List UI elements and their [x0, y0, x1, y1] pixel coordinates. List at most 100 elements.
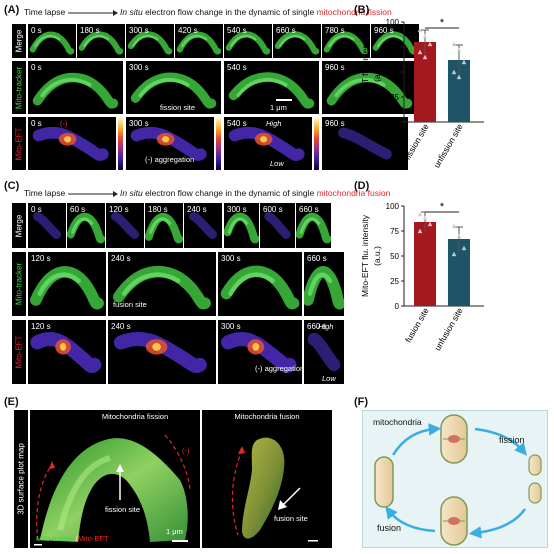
- minus-label-a: (-): [60, 119, 68, 128]
- time-label: 540 s: [227, 119, 247, 128]
- title-text: electron flow change in the dynamic of s…: [142, 7, 317, 17]
- y-axis-unit: (a.u.): [372, 62, 382, 82]
- time-label: 120 s: [31, 322, 51, 331]
- title-red: mitochondria fission: [316, 7, 392, 17]
- merge-tile: 540 s: [224, 24, 272, 58]
- x-tick-label: unfission site: [432, 122, 465, 170]
- data-point: [451, 41, 457, 47]
- merge-side-label: Merge: [12, 24, 26, 58]
- tracker-tile: 540 s: [224, 61, 319, 114]
- data-point: [456, 74, 462, 80]
- panel-c-title: Time lapse In situ electron flow change …: [24, 188, 390, 199]
- low-label-c: Low: [322, 374, 336, 383]
- time-label: 300 s: [221, 254, 241, 263]
- significance-star: *: [440, 17, 445, 29]
- time-label: 0 s: [31, 119, 42, 128]
- merge-tile: 600 s: [260, 203, 295, 248]
- bar: [414, 42, 436, 122]
- data-point: [427, 221, 433, 227]
- data-point: [422, 215, 428, 221]
- merge-tile: 420 s: [175, 24, 223, 58]
- time-label: 240 s: [111, 254, 131, 263]
- data-point: [461, 59, 467, 65]
- merge-tile: 120 s: [106, 203, 144, 248]
- aggregation-label-c: (-) aggregation: [255, 364, 305, 373]
- panel-letter-d: (D): [354, 180, 370, 192]
- time-label: 660 s: [307, 254, 327, 263]
- fusion-site-label-e: fusion site: [274, 514, 308, 523]
- y-axis-unit: (a.u.): [372, 246, 382, 266]
- y-tick-label: 0: [395, 118, 400, 127]
- merge-tile: 960 s: [371, 24, 419, 58]
- low-label-a: Low: [270, 159, 284, 168]
- data-point: [427, 41, 433, 47]
- fission-label-f: fission: [499, 435, 525, 445]
- time-label: 240 s: [111, 322, 131, 331]
- panel-letter-f: (F): [354, 396, 369, 408]
- title-text-c: electron flow change in the dynamic of s…: [142, 188, 317, 198]
- y-axis-label: Mito-EFT flu. intensity: [360, 30, 370, 113]
- panel-letter-b: (B): [354, 4, 370, 16]
- surface-side-label: 3D surface plot map: [14, 410, 28, 548]
- legend-e: Mito-tracker/Mito-EFT: [36, 534, 109, 543]
- fission-header: Mitochondria fission: [101, 412, 169, 421]
- time-label: 540 s: [227, 26, 247, 35]
- time-lapse-label-c: Time lapse: [24, 188, 66, 198]
- high-label-a: High: [266, 119, 282, 128]
- scale-label-a: 1 μm: [270, 103, 287, 112]
- scale-label-e: 1 μm: [166, 527, 183, 536]
- aggregation-label-a: (-) aggregation: [145, 155, 195, 164]
- surface-fission-image: Mitochondria fission (-) fission site Mi…: [30, 410, 200, 548]
- panel-a-title: Time lapse In situ electron flow change …: [24, 7, 392, 18]
- merge-tile: 780 s: [322, 24, 370, 58]
- time-label: 300 s: [129, 119, 149, 128]
- time-label: 120 s: [109, 205, 129, 214]
- minus-label-e: (-): [182, 446, 190, 455]
- data-point: [417, 49, 423, 55]
- time-label: 300 s: [227, 205, 247, 214]
- tracker-tile: 240 s: [108, 252, 216, 316]
- time-label: 660 s: [299, 205, 319, 214]
- data-point: [422, 54, 428, 60]
- eft-tile: 240 s: [108, 320, 216, 384]
- data-point: [451, 69, 457, 75]
- time-label: 120 s: [31, 254, 51, 263]
- bar: [448, 60, 470, 122]
- eft-side-label-c: Mito-EFT: [12, 320, 26, 384]
- time-label: 960 s: [325, 63, 345, 72]
- eft-tile: 660 s: [304, 320, 344, 384]
- tracker-tile: 0 s: [28, 61, 123, 114]
- eft-side-label: Mito-EFT: [12, 117, 26, 170]
- eft-tile: 300 s: [126, 117, 214, 170]
- time-label: 300 s: [129, 63, 149, 72]
- time-label: 960 s: [374, 26, 394, 35]
- time-label: 540 s: [227, 63, 247, 72]
- time-label: 60 s: [70, 205, 86, 214]
- time-arrow-icon: [67, 8, 118, 18]
- data-point: [456, 233, 462, 239]
- data-point: [461, 245, 467, 251]
- tracker-tile: 300 s: [126, 61, 221, 114]
- eft-tile: 0 s: [28, 117, 116, 170]
- fission-site-label: fission site: [160, 103, 196, 112]
- fusion-header: Mitochondria fusion: [234, 412, 300, 421]
- fission-site-label-e: fission site: [105, 505, 141, 514]
- time-label: 0 s: [31, 63, 42, 72]
- merge-tile: 180 s: [77, 24, 125, 58]
- title-red-c: mitochondria fusion: [316, 188, 391, 198]
- data-point: [451, 251, 457, 257]
- scale-bar-e: [172, 540, 188, 542]
- merge-tile: 660 s: [273, 24, 321, 58]
- mitochondria-label: mitochondria: [373, 417, 422, 427]
- merge-tile: 300 s: [126, 24, 174, 58]
- y-tick-label: 25: [390, 93, 399, 102]
- merge-tile: 0 s: [28, 203, 66, 248]
- merge-tile: 60 s: [67, 203, 105, 248]
- y-tick-label: 100: [386, 202, 400, 211]
- y-tick-label: 75: [390, 227, 399, 236]
- eft-tile: 960 s: [322, 117, 408, 170]
- x-tick-label: fusion site: [403, 306, 431, 344]
- y-tick-label: 25: [390, 277, 399, 286]
- time-label: 180 s: [80, 26, 100, 35]
- time-label: 660 s: [307, 322, 327, 331]
